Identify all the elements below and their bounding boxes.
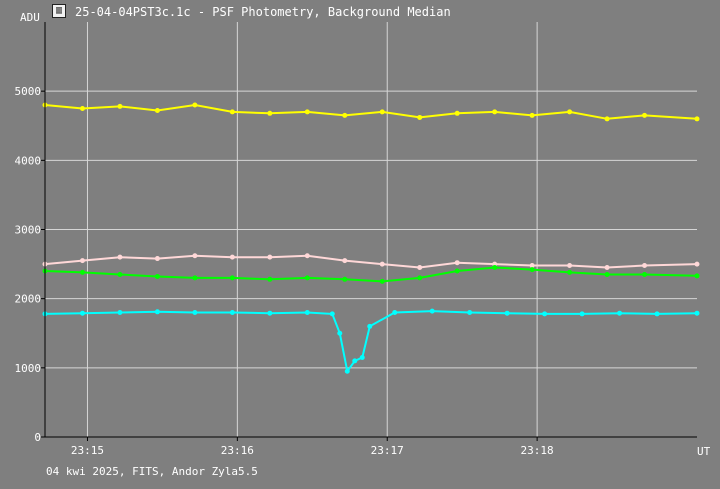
data-point — [492, 265, 498, 271]
data-point — [379, 261, 385, 267]
data-point — [694, 261, 700, 267]
y-tick-label: 4000 — [15, 154, 42, 167]
data-point — [154, 256, 160, 262]
data-point — [529, 112, 535, 118]
y-tick-label: 1000 — [15, 362, 42, 375]
data-point — [267, 276, 273, 282]
data-point — [567, 269, 573, 275]
data-point — [642, 112, 648, 118]
data-point — [192, 253, 198, 259]
data-point — [567, 109, 573, 115]
data-point — [642, 271, 648, 277]
data-point — [367, 323, 373, 329]
series-layer — [42, 102, 700, 374]
data-point — [342, 276, 348, 282]
data-point — [267, 110, 273, 116]
data-point — [304, 109, 310, 115]
data-point — [694, 116, 700, 122]
series-line-1 — [44, 254, 698, 269]
data-point — [304, 275, 310, 281]
data-point — [267, 310, 273, 316]
data-point — [304, 253, 310, 259]
data-point — [542, 311, 548, 317]
x-tick-label: 23:17 — [371, 444, 404, 457]
data-point — [117, 254, 123, 260]
data-point — [342, 258, 348, 264]
data-point — [529, 262, 535, 268]
data-point — [267, 254, 273, 260]
title-bar: ▥ 25-04-04PST3c.1c - PSF Photometry, Bac… — [0, 0, 720, 24]
data-point — [654, 311, 660, 317]
data-point — [579, 311, 585, 317]
x-tick-label: 23:18 — [521, 444, 554, 457]
data-point — [154, 309, 160, 315]
data-point — [229, 109, 235, 115]
data-point — [117, 310, 123, 315]
data-point — [454, 260, 460, 266]
data-point — [352, 358, 358, 364]
data-point — [604, 265, 610, 271]
data-point — [617, 310, 623, 316]
data-point — [504, 310, 510, 316]
data-point — [79, 310, 85, 316]
chart-window-icon[interactable]: ▥ — [52, 4, 66, 18]
data-point — [79, 269, 85, 275]
data-point — [379, 109, 385, 115]
axes — [44, 22, 697, 438]
data-point — [229, 310, 235, 315]
data-point — [117, 271, 123, 277]
data-point — [329, 311, 335, 317]
data-point — [79, 258, 85, 264]
data-point — [79, 105, 85, 111]
data-point — [467, 310, 473, 315]
data-point — [529, 267, 535, 273]
data-point — [229, 275, 235, 281]
data-point — [429, 308, 435, 314]
data-point — [694, 273, 700, 279]
x-axis-label: UT — [697, 445, 711, 458]
x-tick-label: 23:16 — [221, 444, 254, 457]
grid — [41, 22, 697, 441]
data-point — [192, 102, 198, 108]
data-point — [417, 114, 423, 120]
y-axis-label: ADU — [20, 11, 40, 24]
x-tick-label: 23:15 — [71, 444, 104, 457]
data-point — [492, 261, 498, 267]
data-point — [192, 275, 198, 281]
y-tick-label: 5000 — [15, 85, 42, 98]
data-point — [359, 354, 365, 360]
data-point — [454, 268, 460, 274]
data-point — [417, 265, 423, 271]
window-title: 25-04-04PST3c.1c - PSF Photometry, Backg… — [75, 5, 451, 19]
data-point — [604, 116, 610, 122]
data-point — [117, 103, 123, 109]
series-line-2 — [44, 266, 698, 283]
data-point — [392, 310, 398, 315]
footer-caption: 04 kwi 2025, FITS, Andor Zyla5.5 — [46, 465, 258, 478]
data-point — [417, 275, 423, 281]
series-line-0 — [44, 103, 698, 120]
data-point — [344, 368, 350, 374]
data-point — [229, 254, 235, 260]
data-point — [192, 310, 198, 315]
series-line-3 — [44, 310, 698, 374]
data-point — [604, 271, 610, 277]
data-point — [342, 112, 348, 118]
data-point — [379, 278, 385, 284]
data-point — [642, 262, 648, 268]
y-tick-label: 0 — [34, 431, 41, 444]
tick-labels: ADU UT 0 1000 2000 3000 4000 5000 23:15 23:16 23… — [15, 11, 711, 458]
data-point — [304, 310, 310, 315]
data-point — [154, 274, 160, 280]
y-tick-label: 2000 — [15, 293, 42, 306]
y-tick-label: 3000 — [15, 224, 42, 237]
data-point — [492, 109, 498, 115]
data-point — [454, 110, 460, 116]
data-point — [694, 310, 700, 316]
data-point — [567, 262, 573, 268]
data-point — [337, 330, 343, 336]
data-point — [154, 108, 160, 114]
